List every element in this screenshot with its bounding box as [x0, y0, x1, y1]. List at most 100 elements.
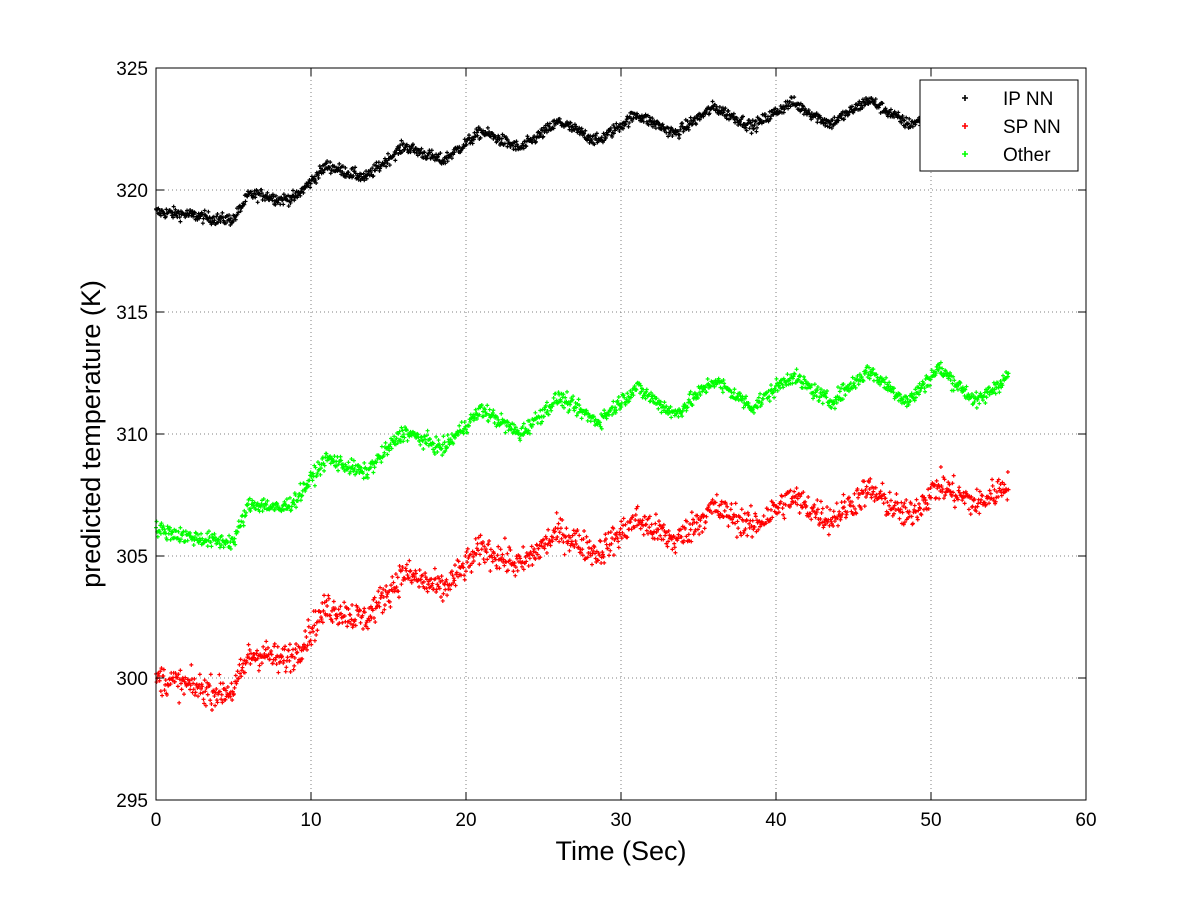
data-point — [319, 615, 324, 620]
data-point — [474, 130, 479, 135]
data-point — [219, 692, 224, 697]
data-point — [614, 532, 619, 537]
data-point — [739, 507, 744, 512]
data-point — [203, 213, 208, 218]
data-point — [855, 487, 860, 492]
data-point — [197, 216, 202, 221]
data-point — [568, 402, 573, 407]
data-point — [781, 512, 786, 517]
data-point — [782, 107, 787, 112]
data-point — [384, 158, 389, 163]
data-point — [918, 388, 923, 393]
data-point — [887, 503, 892, 508]
data-point — [813, 515, 818, 520]
data-point — [840, 511, 845, 516]
data-point — [361, 171, 366, 176]
data-point — [658, 399, 663, 404]
data-point — [311, 471, 316, 476]
data-point — [298, 659, 303, 664]
data-point — [158, 669, 163, 674]
data-point — [792, 95, 797, 100]
data-point — [463, 424, 468, 429]
data-point — [655, 536, 660, 541]
data-point — [646, 516, 651, 521]
data-point — [242, 670, 247, 675]
data-point — [813, 390, 818, 395]
data-point — [960, 385, 965, 390]
data-point — [423, 575, 428, 580]
data-point — [445, 445, 450, 450]
data-point — [328, 454, 333, 459]
data-point — [557, 530, 562, 535]
data-point — [806, 514, 811, 519]
data-point — [598, 539, 603, 544]
data-point — [286, 204, 291, 209]
data-point — [291, 667, 296, 672]
data-point — [741, 405, 746, 410]
data-point — [384, 594, 389, 599]
data-point — [860, 378, 865, 383]
data-point — [730, 520, 735, 525]
data-point — [288, 669, 293, 674]
data-point — [414, 571, 419, 576]
data-point — [814, 510, 819, 515]
data-point — [163, 678, 168, 683]
data-point — [834, 501, 839, 506]
data-point — [828, 507, 833, 512]
data-point — [841, 492, 846, 497]
data-point — [379, 593, 384, 598]
data-point — [608, 127, 613, 132]
data-point — [292, 663, 297, 668]
data-point — [585, 540, 590, 545]
data-point — [264, 502, 269, 507]
data-point — [653, 512, 658, 517]
data-point — [670, 547, 675, 552]
data-point — [656, 406, 661, 411]
data-point — [404, 568, 409, 573]
data-point — [261, 644, 266, 649]
data-point — [996, 494, 1001, 499]
data-point — [210, 532, 215, 537]
data-point — [686, 127, 691, 132]
data-point — [624, 119, 629, 124]
data-point — [429, 148, 434, 153]
data-point — [903, 399, 908, 404]
data-point — [258, 193, 263, 198]
data-point — [395, 575, 400, 580]
data-point — [907, 509, 912, 514]
data-point — [533, 139, 538, 144]
data-point — [568, 120, 573, 125]
data-point — [702, 513, 707, 518]
data-point — [745, 510, 750, 515]
data-point — [591, 549, 596, 554]
data-point — [199, 682, 204, 687]
data-point — [504, 560, 509, 565]
data-point — [230, 689, 235, 694]
data-point — [746, 512, 751, 517]
data-point — [491, 551, 496, 556]
data-point — [182, 679, 187, 684]
data-point — [434, 434, 439, 439]
data-point — [983, 502, 988, 507]
data-point — [398, 439, 403, 444]
data-point — [266, 645, 271, 650]
data-point — [706, 105, 711, 110]
data-point — [480, 128, 485, 133]
data-point — [867, 365, 872, 370]
data-point — [737, 119, 742, 124]
data-point — [913, 395, 918, 400]
data-point — [220, 681, 225, 686]
data-point — [290, 654, 295, 659]
data-point — [229, 681, 234, 686]
data-point — [849, 509, 854, 514]
data-point — [484, 550, 489, 555]
data-point — [481, 557, 486, 562]
data-point — [424, 441, 429, 446]
data-points — [154, 95, 1011, 712]
data-point — [892, 503, 897, 508]
data-point — [324, 161, 329, 166]
data-point — [793, 493, 798, 498]
data-point — [874, 372, 879, 377]
data-point — [426, 443, 431, 448]
